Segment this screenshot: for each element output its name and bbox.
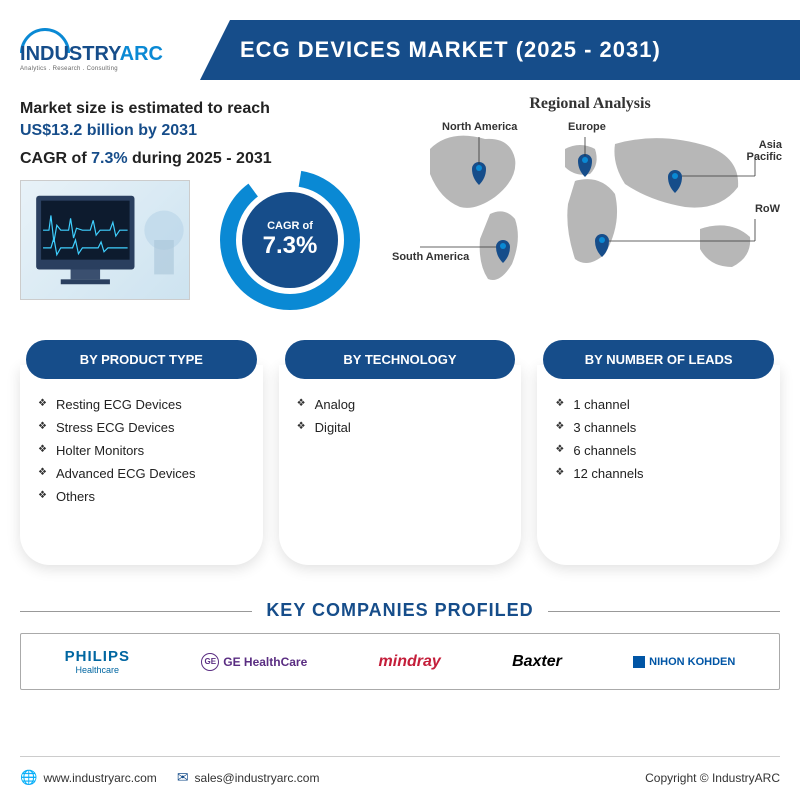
list-item: 6 channels: [555, 439, 762, 462]
region-south-america: South America: [392, 251, 469, 263]
footer-email: ✉sales@industryarc.com: [177, 769, 320, 786]
card-technology: BY TECHNOLOGY Analog Digital: [279, 340, 522, 565]
list-item: Stress ECG Devices: [38, 416, 245, 439]
company-philips: PHILIPS Healthcare: [65, 648, 130, 675]
company-nihon-kohden: NIHON KOHDEN: [633, 656, 735, 668]
footer-website: 🌐www.industryarc.com: [20, 769, 157, 786]
segment-cards: BY PRODUCT TYPE Resting ECG Devices Stre…: [20, 340, 780, 565]
product-image: [20, 180, 190, 300]
summary-line2: US$13.2 billion by 2031: [20, 122, 390, 140]
list-item: Others: [38, 485, 245, 508]
card-leads: BY NUMBER OF LEADS 1 channel 3 channels …: [537, 340, 780, 565]
list-item: Resting ECG Devices: [38, 393, 245, 416]
mail-icon: ✉: [177, 769, 189, 786]
world-map: North America Europe Asia Pacific RoW So…: [400, 119, 780, 309]
summary-line1: Market size is estimated to reach: [20, 100, 390, 118]
card-title: BY TECHNOLOGY: [285, 340, 516, 379]
card-list: 1 channel 3 channels 6 channels 12 chann…: [555, 393, 762, 485]
company-baxter: Baxter: [512, 653, 562, 671]
regional-analysis: Regional Analysis North America: [400, 95, 780, 309]
list-item: Advanced ECG Devices: [38, 462, 245, 485]
card-list: Resting ECG Devices Stress ECG Devices H…: [38, 393, 245, 508]
card-product-type: BY PRODUCT TYPE Resting ECG Devices Stre…: [20, 340, 263, 565]
card-title: BY NUMBER OF LEADS: [543, 340, 774, 379]
cagr-donut-chart: CAGR of 7.3%: [220, 170, 360, 310]
footer-copyright: Copyright © IndustryARC: [645, 771, 780, 785]
list-item: 3 channels: [555, 416, 762, 439]
card-title: BY PRODUCT TYPE: [26, 340, 257, 379]
companies-row: PHILIPS Healthcare GE GE HealthCare mind…: [20, 633, 780, 690]
list-item: 12 channels: [555, 462, 762, 485]
region-europe: Europe: [568, 121, 606, 133]
region-asia-pacific: Asia Pacific: [732, 139, 782, 163]
region-north-america: North America: [442, 121, 517, 133]
list-item: Digital: [297, 416, 504, 439]
header-banner: ECG DEVICES MARKET (2025 - 2031): [200, 20, 800, 80]
page-title: ECG DEVICES MARKET (2025 - 2031): [240, 37, 661, 63]
companies-section: KEY COMPANIES PROFILED PHILIPS Healthcar…: [20, 600, 780, 690]
brand-logo: INDUSTRYARC Analytics . Research . Consu…: [20, 18, 190, 82]
donut-label: CAGR of 7.3%: [263, 220, 318, 260]
company-ge: GE GE HealthCare: [201, 653, 307, 671]
footer: 🌐www.industryarc.com ✉sales@industryarc.…: [20, 756, 780, 786]
summary-cagr: CAGR of 7.3% during 2025 - 2031: [20, 150, 390, 168]
regional-title: Regional Analysis: [400, 95, 780, 113]
list-item: 1 channel: [555, 393, 762, 416]
company-mindray: mindray: [379, 653, 441, 671]
card-list: Analog Digital: [297, 393, 504, 439]
region-row: RoW: [755, 203, 780, 215]
market-summary: Market size is estimated to reach US$13.…: [20, 100, 390, 168]
globe-icon: 🌐: [20, 769, 37, 786]
companies-title: KEY COMPANIES PROFILED: [20, 600, 780, 621]
list-item: Analog: [297, 393, 504, 416]
list-item: Holter Monitors: [38, 439, 245, 462]
